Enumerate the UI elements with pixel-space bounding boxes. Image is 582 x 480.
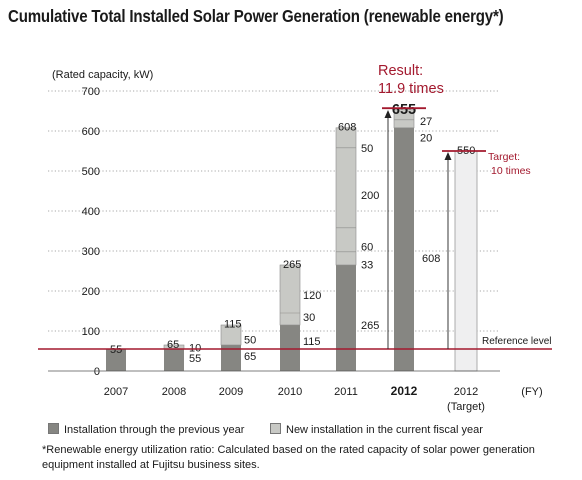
data-label-value: 115: [303, 336, 321, 348]
target-annotation: Target:: [488, 151, 520, 163]
y-tick-label: 400: [82, 206, 100, 218]
data-label-value: 33: [361, 260, 373, 272]
bars: [106, 108, 478, 372]
data-label-total: 265: [283, 259, 301, 271]
data-label-value: 50: [244, 334, 256, 346]
legend-swatch-new: [270, 423, 281, 434]
data-label-total: 55: [110, 344, 122, 356]
legend-label-previous: Installation through the previous year: [64, 424, 245, 436]
bar-new: [220, 324, 242, 346]
y-tick-label: 600: [82, 126, 100, 138]
data-label-value: 55: [189, 353, 201, 365]
data-label-value: 120: [303, 290, 321, 302]
data-label-value: 60: [361, 242, 373, 254]
y-tick-label: 500: [82, 166, 100, 178]
result-annotation: Result:: [378, 63, 423, 79]
annotations: Reference level 655 Result: 11.9 times Targe…: [38, 63, 552, 350]
data-label-value: 65: [244, 351, 256, 363]
data-label-total: 115: [224, 318, 242, 330]
legend-swatch-previous: [48, 423, 59, 434]
x-tick-label: 2011: [334, 386, 358, 398]
chart: 55 65 105511550652651203011560850200603326…: [38, 63, 552, 413]
axes: (Rated capacity, kW) 0 100 200 300 400 500 600 7…: [48, 69, 543, 413]
bar-new: [279, 264, 301, 326]
data-label-value: 608: [422, 253, 440, 265]
bar-previous: [106, 349, 126, 371]
y-tick-label: 0: [94, 366, 100, 378]
legend-item-new: New installation in the current fiscal y…: [270, 423, 483, 436]
x-tick-label: 2009: [219, 386, 243, 398]
bar-target: [454, 150, 478, 372]
result-annotation: 11.9 times: [378, 81, 444, 97]
x-tick-label: 2010: [278, 386, 302, 398]
data-label-total: 65: [167, 339, 179, 351]
y-axis-label: (Rated capacity, kW): [52, 69, 153, 81]
y-tick-label: 300: [82, 246, 100, 258]
y-tick-label: 200: [82, 286, 100, 298]
data-label-value: 200: [361, 190, 379, 202]
data-label-value: 50: [361, 143, 373, 155]
bar-previous: [280, 325, 300, 371]
data-label-value: 20: [420, 132, 432, 144]
x-tick-label: 2012: [454, 386, 478, 398]
data-label-value: 30: [303, 312, 315, 324]
data-labels: 55 65 105511550652651203011560850200603326…: [110, 116, 475, 365]
bar-previous: [164, 349, 184, 371]
bar-previous: [394, 127, 414, 371]
bar-previous: [221, 345, 241, 371]
legend-label-new: New installation in the current fiscal y…: [286, 424, 483, 436]
x-axis-unit: (FY): [521, 386, 542, 398]
bar-new: [335, 127, 357, 266]
result-total-label: 655: [392, 102, 416, 118]
data-label-total: 608: [338, 122, 356, 134]
target-arrow-head: [444, 152, 452, 160]
y-tick-label: 700: [82, 86, 100, 98]
result-arrow-head: [384, 110, 392, 118]
chart-title: Cumulative Total Installed Solar Power G…: [8, 6, 504, 26]
data-label-value: 265: [361, 320, 379, 332]
reference-line-label: Reference level: [482, 336, 551, 347]
x-tick-sublabel: (Target): [447, 401, 485, 413]
data-label-value: 27: [420, 116, 432, 128]
y-tick-label: 100: [82, 326, 100, 338]
legend-item-previous: Installation through the previous year: [48, 423, 244, 436]
bar-previous: [336, 265, 356, 371]
x-tick-label: 2008: [162, 386, 186, 398]
grid: [48, 90, 500, 332]
x-tick-label: 2012: [391, 384, 418, 398]
footnote: *Renewable energy utilization ratio: Cal…: [42, 444, 535, 471]
target-annotation: 10 times: [491, 165, 531, 177]
x-tick-label: 2007: [104, 386, 128, 398]
